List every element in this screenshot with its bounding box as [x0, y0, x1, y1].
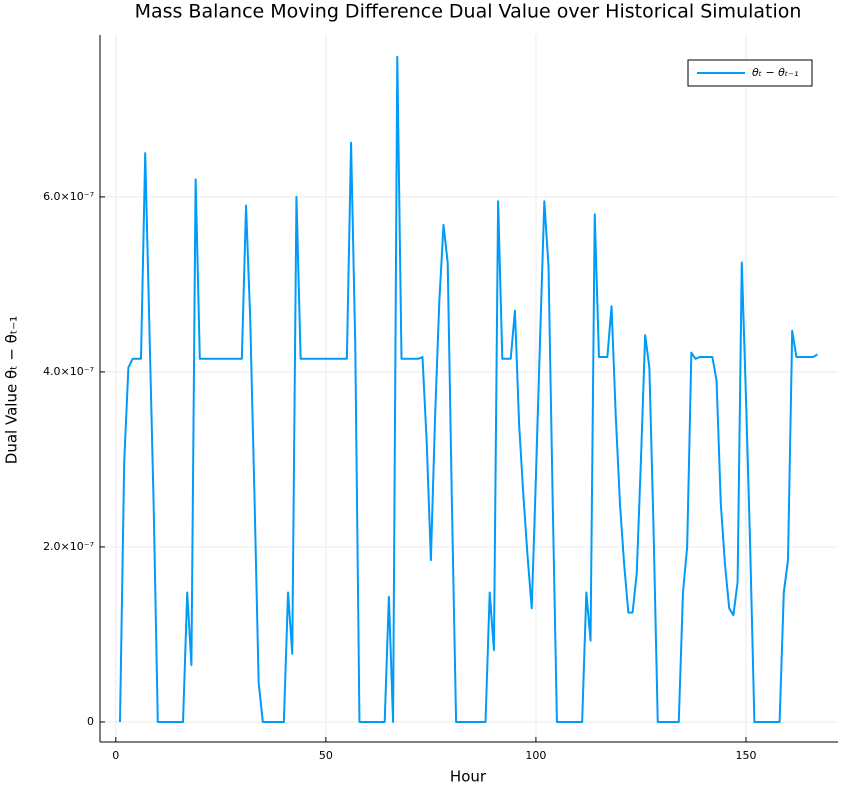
legend-label: θₜ − θₜ₋₁ — [752, 66, 798, 79]
y-tick-label: 0 — [87, 715, 94, 728]
y-tick-label: 6.0×10⁻⁷ — [43, 190, 94, 203]
y-tick-label: 2.0×10⁻⁷ — [43, 540, 94, 553]
x-tick-label: 100 — [525, 749, 546, 762]
chart-title: Mass Balance Moving Difference Dual Valu… — [135, 1, 802, 23]
y-tick-label: 4.0×10⁻⁷ — [43, 365, 94, 378]
legend-box — [687, 59, 813, 87]
x-tick-label: 0 — [112, 749, 119, 762]
x-tick-label: 150 — [735, 749, 756, 762]
y-axis-label: Dual Value θₜ − θₜ₋₁ — [3, 316, 21, 464]
x-axis-label: Hour — [450, 768, 487, 786]
x-tick-label: 50 — [319, 749, 333, 762]
data-line — [119, 55, 818, 723]
